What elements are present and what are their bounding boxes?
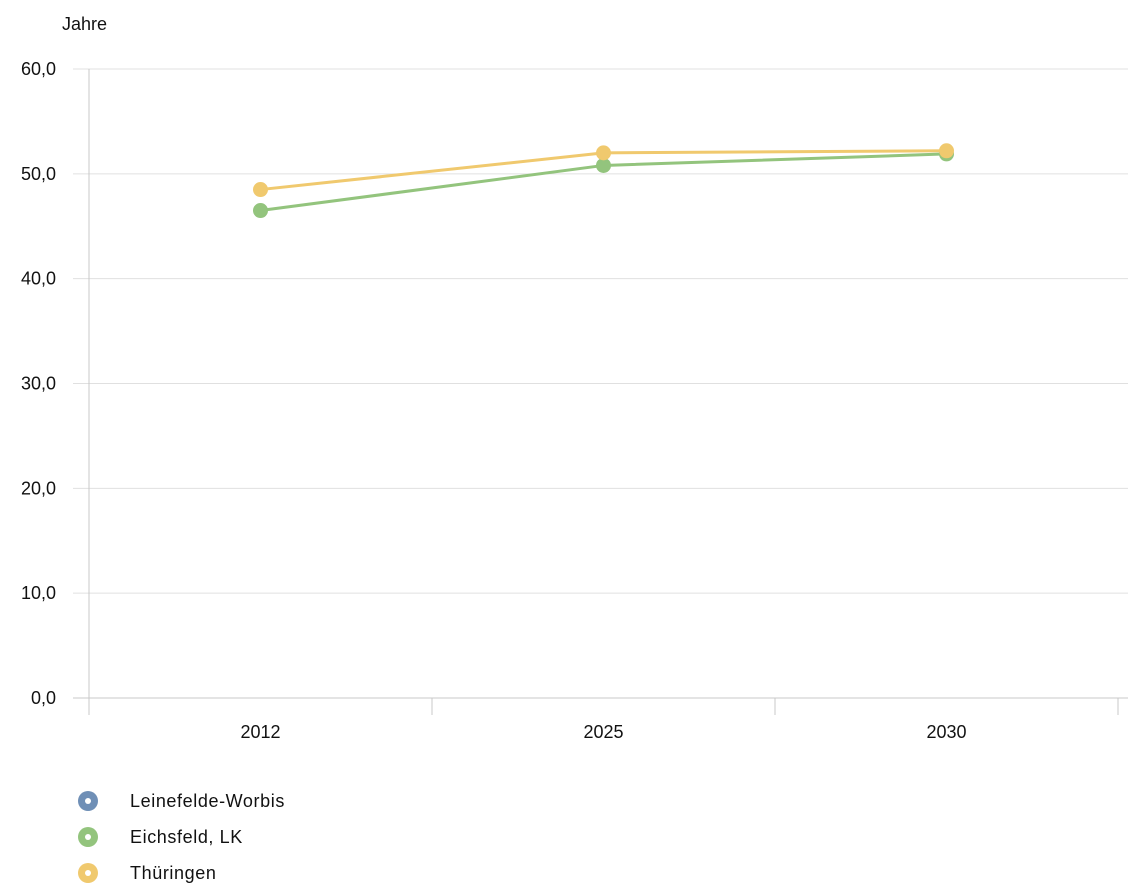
axes xyxy=(73,69,1128,715)
y-tick-label: 30,0 xyxy=(21,374,56,394)
data-point[interactable] xyxy=(596,157,611,173)
x-tick-label: 2030 xyxy=(926,722,966,742)
x-tick-label: 2025 xyxy=(583,722,623,742)
data-point[interactable] xyxy=(939,143,954,159)
y-tick-label: 50,0 xyxy=(21,164,56,184)
gridlines xyxy=(73,68,1128,594)
line-chart: Jahre 0,010,020,030,040,050,060,0 2012 20… xyxy=(21,14,1128,742)
legend-marker-icon xyxy=(78,827,98,847)
y-tick-label: 20,0 xyxy=(21,478,56,498)
data-point[interactable] xyxy=(596,145,611,161)
legend-item[interactable]: Thüringen xyxy=(78,855,285,891)
data-points xyxy=(253,143,954,219)
legend-item[interactable]: Eichsfeld, LK xyxy=(78,819,285,855)
y-tick-labels: 0,0 10,0 20,0 30,0 40,0 50,0 60,0 xyxy=(21,59,56,708)
data-point[interactable] xyxy=(253,182,268,198)
y-tick-label: 60,0 xyxy=(21,59,56,79)
y-axis-label: Jahre xyxy=(62,14,107,34)
legend-marker-icon xyxy=(78,791,98,811)
y-tick-label: 40,0 xyxy=(21,269,56,289)
y-tick-label: 10,0 xyxy=(21,583,56,603)
legend-marker-icon xyxy=(78,863,98,883)
legend-item[interactable]: Leinefelde-Worbis xyxy=(78,783,285,819)
data-point[interactable] xyxy=(253,203,268,219)
x-tick-labels: 2012 2025 2030 xyxy=(240,722,966,742)
legend-label: Eichsfeld, LK xyxy=(130,826,243,847)
legend: Leinefelde-Worbis Eichsfeld, LK Thüringen xyxy=(78,783,285,891)
legend-label: Thüringen xyxy=(130,862,217,883)
y-tick-label: 0,0 xyxy=(31,688,56,708)
x-tick-label: 2012 xyxy=(240,722,280,742)
legend-label: Leinefelde-Worbis xyxy=(130,790,285,811)
